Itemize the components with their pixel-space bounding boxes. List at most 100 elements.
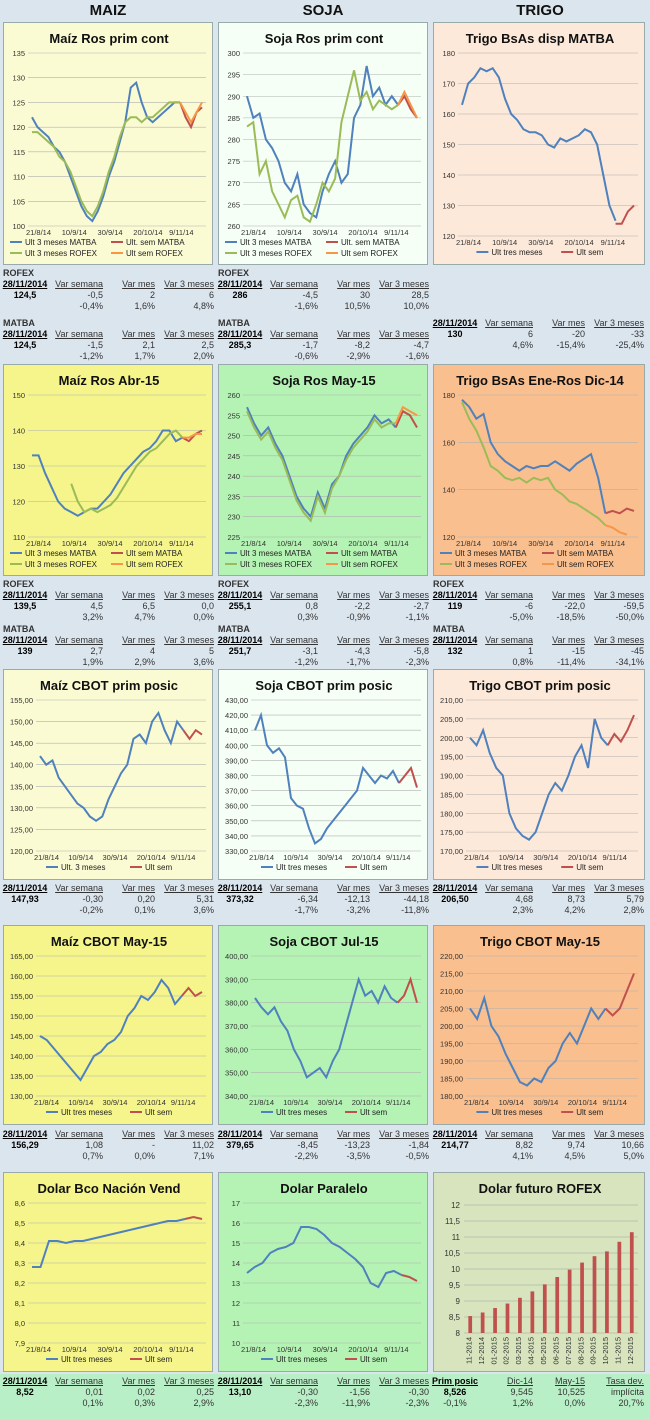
table-cell: -3,5% — [346, 1151, 370, 1161]
table-cell: -11,8% — [401, 905, 429, 915]
legend-label: Ult 3 meses MATBA — [240, 238, 312, 247]
market-label: ROFEX — [433, 579, 465, 589]
table-cell: 9,74 — [567, 1140, 585, 1150]
x-tick-label: 21/8/14 — [241, 228, 266, 237]
y-tick-label: 340,00 — [225, 1092, 248, 1101]
table-cell: 0,0 — [201, 601, 214, 611]
table-cell: -4,7 — [413, 340, 429, 350]
table-cell: 2,9% — [193, 1398, 214, 1408]
price-table: ROFEX 28/11/2014 Var semana Var mes Var 3 me… — [431, 579, 645, 623]
y-tick-label: 8,2 — [15, 1279, 25, 1288]
x-tick-label: 06-2015 — [551, 1337, 560, 1365]
legend-label: Ult 3 meses ROFEX — [240, 249, 313, 258]
table-cell: -0,2% — [79, 905, 103, 915]
x-tick-label: 30/9/14 — [317, 1098, 342, 1107]
table-cell: Var 3 meses — [164, 590, 214, 600]
table-cell: Var mes — [552, 318, 585, 328]
x-tick-label: 10/9/14 — [277, 539, 302, 548]
price-table: MATBA 28/11/2014 Var semana Var mes Var 3 me… — [431, 624, 645, 668]
bar — [542, 1284, 547, 1333]
table-cell: 0,01 — [85, 1387, 103, 1397]
table-cell: Var mes — [122, 329, 155, 339]
table-cell: -0,30 — [408, 1387, 429, 1397]
series-line — [469, 718, 609, 841]
bar — [518, 1297, 522, 1333]
table-cell: 9,545 — [510, 1387, 533, 1397]
table-row-header: Prim posic Dic-14 May-15 Tasa dev. — [431, 1376, 645, 1387]
y-tick-label: 11,5 — [445, 1217, 461, 1226]
table-row-pct: 1,9% 2,9% 3,6% — [1, 657, 215, 668]
legend-label: Ult. sem MATBA — [126, 238, 185, 247]
table-row-values: 119 -6 -22,0 -59,5 — [431, 601, 645, 612]
table-cell: Var semana — [55, 590, 103, 600]
chart-svg: Dolar Bco Nación Vend 7,9 8,0 8,1 8,2 8,3 8,4 8… — [15, 1181, 206, 1364]
chart-svg: Soja CBOT prim posic 330,00 340,00 350,00 36… — [225, 678, 421, 872]
table-cell: 1,7% — [134, 351, 155, 361]
table-row-pct: -1,6% 10,5% 10,0% — [216, 301, 430, 312]
chart-title: Maíz Ros Abr-15 — [59, 373, 160, 388]
table-row-values: 132 1 -15 -45 — [431, 646, 645, 657]
chart-panel: Maíz Ros Abr-15 110 120 130 140 150 21/8/14 10/… — [3, 364, 213, 576]
table-cell: 1,9% — [82, 657, 103, 667]
table-cell: Var mes — [337, 1376, 370, 1386]
table-cell: Var mes — [122, 1129, 155, 1139]
table-cell: Var mes — [122, 590, 155, 600]
table-row-header: 28/11/2014 Var semana Var mes Var 3 meses — [431, 318, 645, 329]
y-tick-label: 160,00 — [10, 972, 33, 981]
y-tick-label: 290 — [227, 92, 240, 101]
table-cell: 10,0% — [403, 301, 429, 311]
x-tick-label: 08-2015 — [576, 1337, 585, 1365]
table-row-pct: 0,7% 0,0% 7,1% — [1, 1151, 215, 1162]
price-table: ROFEX 28/11/2014 Var semana Var mes Var 3 me… — [1, 579, 215, 623]
x-tick-label: 09-2015 — [589, 1337, 598, 1365]
y-tick-label: 8,3 — [15, 1259, 25, 1268]
table-cell: Var mes — [552, 635, 585, 645]
x-tick-label: 10/9/14 — [283, 1098, 308, 1107]
x-tick-label: 20/10/14 — [352, 853, 381, 862]
legend-label: Ult sem MATBA — [557, 549, 614, 558]
x-tick-label: 12-2014 — [477, 1337, 486, 1365]
x-tick-label: 04-2015 — [527, 1337, 536, 1365]
series-line — [180, 986, 203, 998]
table-row-header: 28/11/2014 Var semana Var mes Var 3 meses — [1, 329, 215, 340]
x-tick-label: 9/11/14 — [169, 228, 193, 237]
y-tick-label: 140,00 — [10, 761, 33, 770]
table-cell: Var semana — [55, 279, 103, 289]
table-row-header: 28/11/2014 Var semana Var mes Var 3 meses — [1, 635, 215, 646]
table-cell: Var semana — [270, 1376, 318, 1386]
chart-title: Trigo CBOT prim posic — [469, 678, 611, 693]
market-label: ROFEX — [218, 579, 250, 589]
x-tick-label: 21/8/14 — [456, 539, 481, 548]
table-cell — [1, 905, 49, 916]
chart-panel: Dolar Paralelo 10 11 12 13 14 15 16 17 21/8/14 10/… — [218, 1172, 428, 1372]
table-cell: 28/11/2014 — [432, 318, 478, 328]
table-row-header: 28/11/2014 Var semana Var mes Var 3 meses — [431, 883, 645, 894]
x-tick-label: 21/8/14 — [26, 1345, 51, 1354]
table-cell: 0,0% — [564, 1398, 585, 1408]
series-line — [31, 80, 181, 223]
price-table: MATBA 28/11/2014 Var semana Var mes Var 3 me… — [216, 624, 430, 668]
table-row-pct: 2,3% 4,2% 2,8% — [431, 905, 645, 916]
x-tick-label: 9/11/14 — [602, 1098, 626, 1107]
table-cell: Var 3 meses — [594, 883, 644, 893]
y-tick-label: 165,00 — [10, 952, 33, 961]
table-cell: -33 — [630, 329, 644, 339]
table-cell: Var semana — [270, 883, 318, 893]
market-label: MATBA — [218, 624, 250, 634]
table-row-header: 28/11/2014 Var semana Var mes Var 3 meses — [431, 1129, 645, 1140]
series-line — [604, 973, 635, 1017]
table-cell: 214,77 — [441, 1140, 469, 1150]
table-cell: -50,0% — [615, 612, 644, 622]
table-cell — [431, 340, 479, 351]
table-cell: -34,1% — [615, 657, 644, 667]
table-cell — [216, 1151, 264, 1162]
table-cell: 28/11/2014 — [432, 883, 478, 893]
y-tick-label: 8,5 — [15, 1219, 25, 1228]
y-tick-label: 185,00 — [440, 1075, 463, 1084]
table-cell: Var semana — [55, 329, 103, 339]
table-cell: 28/11/2014 — [217, 635, 263, 645]
x-tick-label: 10/9/14 — [68, 853, 93, 862]
y-tick-label: 115 — [13, 148, 25, 157]
y-tick-label: 180 — [442, 391, 455, 400]
series-line — [32, 429, 183, 517]
